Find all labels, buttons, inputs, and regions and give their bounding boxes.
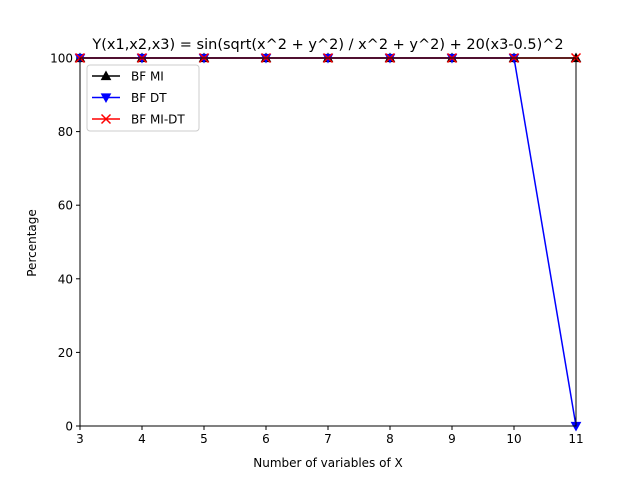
x-tick-label: 4 — [138, 432, 146, 446]
y-axis-label: Percentage — [25, 209, 39, 277]
x-tick-label: 6 — [262, 432, 270, 446]
legend-box — [86, 64, 200, 132]
legend: BF MI BF DT BF MI-DT — [86, 64, 200, 132]
x-tick-label: 10 — [506, 432, 521, 446]
x-tick-label: 7 — [324, 432, 332, 446]
data-point — [100, 70, 112, 81]
x-tick-label: 8 — [386, 432, 394, 446]
x-tick-label: 5 — [200, 432, 208, 446]
y-tick-label: 60 — [58, 199, 73, 213]
x-tick-label: 11 — [568, 432, 583, 446]
legend-entry: BF MI-DT — [92, 113, 185, 127]
data-point — [100, 113, 112, 125]
x-tick-label: 3 — [76, 432, 84, 446]
x-axis-label: Number of variables of X — [253, 456, 402, 470]
legend-label: BF DT — [131, 91, 167, 105]
axes-frame — [79, 57, 577, 427]
y-tick-label: 0 — [65, 420, 73, 434]
legend-entry: BF DT — [92, 91, 167, 105]
axis-ticks: 3 4 5 6 7 8 9 10 11 0 20 40 60 80 100 — [50, 52, 584, 447]
chart-title: Y(x1,x2,x3) = sin(sqrt(x^2 + y^2) / x^2 … — [91, 37, 563, 53]
legend-entry: BF MI — [92, 70, 164, 84]
y-tick-label: 20 — [58, 346, 73, 360]
x-tick-label: 9 — [448, 432, 456, 446]
y-tick-label: 100 — [50, 52, 73, 66]
y-tick-label: 80 — [58, 125, 73, 139]
data-point — [100, 93, 112, 104]
legend-label: BF MI — [131, 70, 164, 84]
legend-label: BF MI-DT — [131, 113, 185, 127]
y-tick-label: 40 — [58, 272, 73, 286]
